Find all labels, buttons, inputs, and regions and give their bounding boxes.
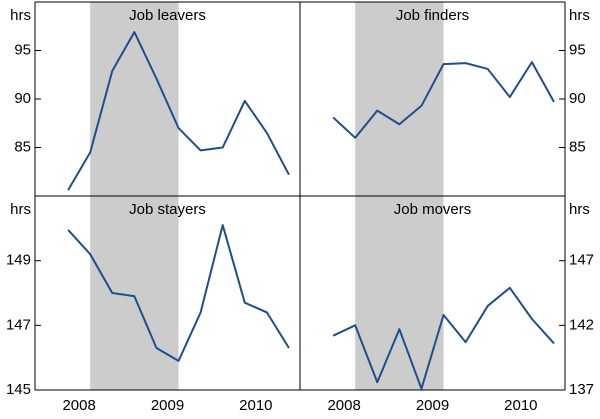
y-tick-label: 90 [14,90,31,107]
panel-title: Job stayers [129,201,206,218]
panel-title: Job movers [394,201,472,218]
data-line [332,286,555,390]
y-tick-label: 95 [569,41,586,58]
y-axis-unit: hrs [10,7,31,24]
y-tick-label: 85 [14,138,31,155]
x-tick-label: 2008 [327,397,360,414]
shaded-period [355,196,444,390]
y-tick-label: 95 [14,41,31,58]
x-tick-label: 2010 [504,397,537,414]
y-tick-label: 147 [6,316,31,333]
data-line [67,224,290,362]
y-axis-unit: hrs [569,7,590,24]
x-tick-label: 2009 [151,397,184,414]
x-tick-label: 2009 [416,397,449,414]
x-tick-label: 2008 [62,397,95,414]
x-tick-label: 2010 [239,397,272,414]
y-tick-label: 137 [569,381,594,398]
panel: 145 147 149 hrs 2008 2009 2010 Job stayers [6,196,290,414]
y-tick-label: 85 [569,138,586,155]
panel: 137 142 147 hrs 2008 2009 2010 Job movers [327,196,594,414]
y-axis-unit: hrs [10,201,31,218]
panel: 85 90 95 hrs Job leavers [10,2,290,196]
y-tick-label: 147 [569,252,594,269]
panel-title: Job finders [396,7,469,24]
y-tick-label: 149 [6,252,31,269]
y-tick-label: 145 [6,381,31,398]
data-line [67,31,290,191]
y-axis-unit: hrs [569,201,590,218]
panel-title: Job leavers [129,7,206,24]
shaded-period [90,196,179,390]
panel: 85 90 95 hrs Job finders [332,2,590,196]
shaded-period [355,2,444,196]
y-tick-label: 90 [569,90,586,107]
data-line [332,61,555,139]
y-tick-label: 142 [569,316,594,333]
